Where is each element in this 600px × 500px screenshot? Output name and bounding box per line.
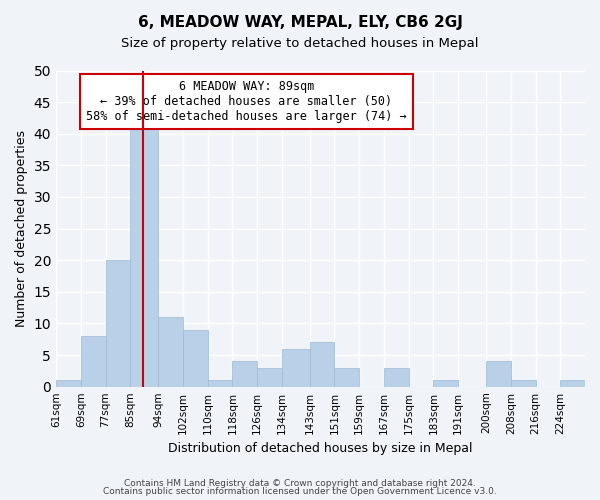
Text: Size of property relative to detached houses in Mepal: Size of property relative to detached ho… xyxy=(121,38,479,51)
Bar xyxy=(282,348,310,387)
Text: Contains HM Land Registry data © Crown copyright and database right 2024.: Contains HM Land Registry data © Crown c… xyxy=(124,478,476,488)
Bar xyxy=(310,342,334,386)
Y-axis label: Number of detached properties: Number of detached properties xyxy=(15,130,28,327)
Bar xyxy=(56,380,81,386)
Bar xyxy=(158,317,183,386)
Text: 6, MEADOW WAY, MEPAL, ELY, CB6 2GJ: 6, MEADOW WAY, MEPAL, ELY, CB6 2GJ xyxy=(137,15,463,30)
Bar xyxy=(257,368,282,386)
X-axis label: Distribution of detached houses by size in Mepal: Distribution of detached houses by size … xyxy=(168,442,473,455)
Text: 6 MEADOW WAY: 89sqm
← 39% of detached houses are smaller (50)
58% of semi-detach: 6 MEADOW WAY: 89sqm ← 39% of detached ho… xyxy=(86,80,407,123)
Bar xyxy=(130,128,158,386)
Bar xyxy=(208,380,232,386)
Bar xyxy=(232,362,257,386)
Bar xyxy=(511,380,536,386)
Bar xyxy=(334,368,359,386)
Bar xyxy=(183,330,208,386)
Bar xyxy=(433,380,458,386)
Bar xyxy=(486,362,511,386)
Bar xyxy=(384,368,409,386)
Bar xyxy=(560,380,585,386)
Bar xyxy=(81,336,106,386)
Text: Contains public sector information licensed under the Open Government Licence v3: Contains public sector information licen… xyxy=(103,487,497,496)
Bar xyxy=(106,260,130,386)
